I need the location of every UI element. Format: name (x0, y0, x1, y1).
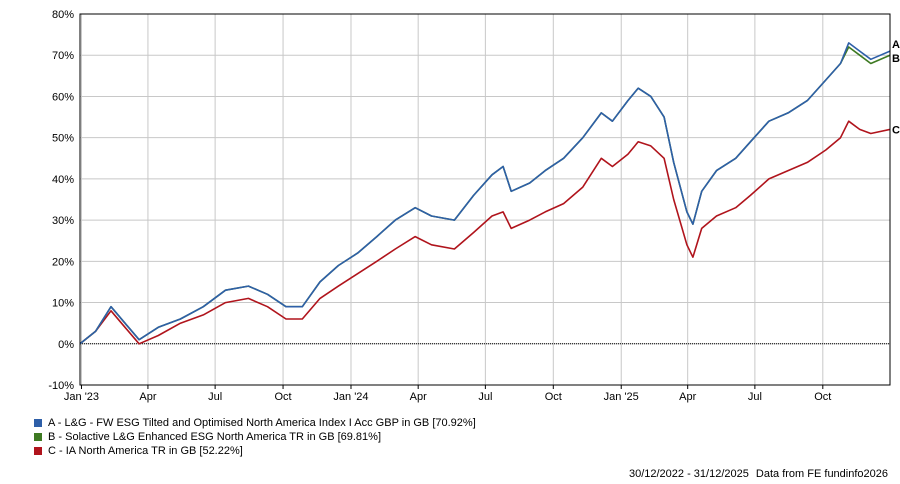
x-tick-label: Jan '24 (333, 391, 368, 403)
legend-swatch (34, 447, 42, 455)
x-tick-label: Apr (679, 391, 696, 403)
legend-item: B - Solactive L&G Enhanced ESG North Ame… (34, 430, 476, 444)
legend-label: B - Solactive L&G Enhanced ESG North Ame… (48, 431, 382, 443)
line-chart: 80% 70% 60% 50% 40% 30% 20% 10% 0% -10% Jan '23 Ap… (48, 9, 900, 403)
y-tick-label: 50% (52, 133, 74, 145)
legend-item: A - L&G - FW ESG Tilted and Optimised No… (34, 416, 476, 430)
y-tick-label: 0% (58, 339, 74, 351)
y-tick-label: 40% (52, 174, 74, 186)
x-tick-label: Jul (478, 391, 492, 403)
grid (80, 13, 890, 386)
legend-label: C - IA North America TR in GB [52.22%] (48, 445, 243, 457)
legend-item: C - IA North America TR in GB [52.22%] (34, 444, 476, 458)
x-tick-label: Jul (208, 391, 222, 403)
y-tick-label: 60% (52, 91, 74, 103)
y-axis-ticks: 80% 70% 60% 50% 40% 30% 20% 10% 0% -10% (48, 9, 74, 392)
footer-date-range: 30/12/2022 - 31/12/2025 (628, 468, 749, 480)
legend-swatch (34, 419, 42, 427)
x-tick-label: Oct (274, 391, 291, 403)
y-tick-label: 30% (52, 215, 74, 227)
legend: A - L&G - FW ESG Tilted and Optimised No… (34, 416, 476, 458)
series-line-c (79, 120, 891, 345)
y-tick-label: 70% (52, 50, 74, 62)
x-tick-label: Apr (139, 391, 156, 403)
y-tick-label: -10% (48, 380, 74, 392)
x-tick-label: Jan '25 (604, 391, 639, 403)
x-axis-ticks: Jan '23 Apr Jul Oct Jan '24 Apr Jul Oct Jan '25 A… (64, 385, 831, 403)
y-tick-label: 80% (52, 9, 74, 21)
series-end-label-a: A (892, 39, 900, 51)
x-tick-label: Jul (748, 391, 762, 403)
series-end-label-b: B (892, 53, 900, 65)
footer: 30/12/2022 - 31/12/2025 Data from FE fun… (625, 468, 888, 480)
footer-source: Data from FE fundinfo2026 (755, 468, 888, 480)
series-layer (79, 42, 891, 345)
legend-swatch (34, 433, 42, 441)
x-tick-label: Jan '23 (64, 391, 99, 403)
legend-label: A - L&G - FW ESG Tilted and Optimised No… (48, 417, 476, 429)
y-tick-label: 10% (52, 298, 74, 310)
x-tick-label: Apr (410, 391, 427, 403)
y-tick-label: 20% (52, 256, 74, 268)
series-end-label-c: C (892, 124, 900, 136)
series-end-labels: AB C (892, 39, 900, 136)
x-tick-label: Oct (545, 391, 562, 403)
series-line-a (79, 42, 891, 345)
x-tick-label: Oct (814, 391, 831, 403)
